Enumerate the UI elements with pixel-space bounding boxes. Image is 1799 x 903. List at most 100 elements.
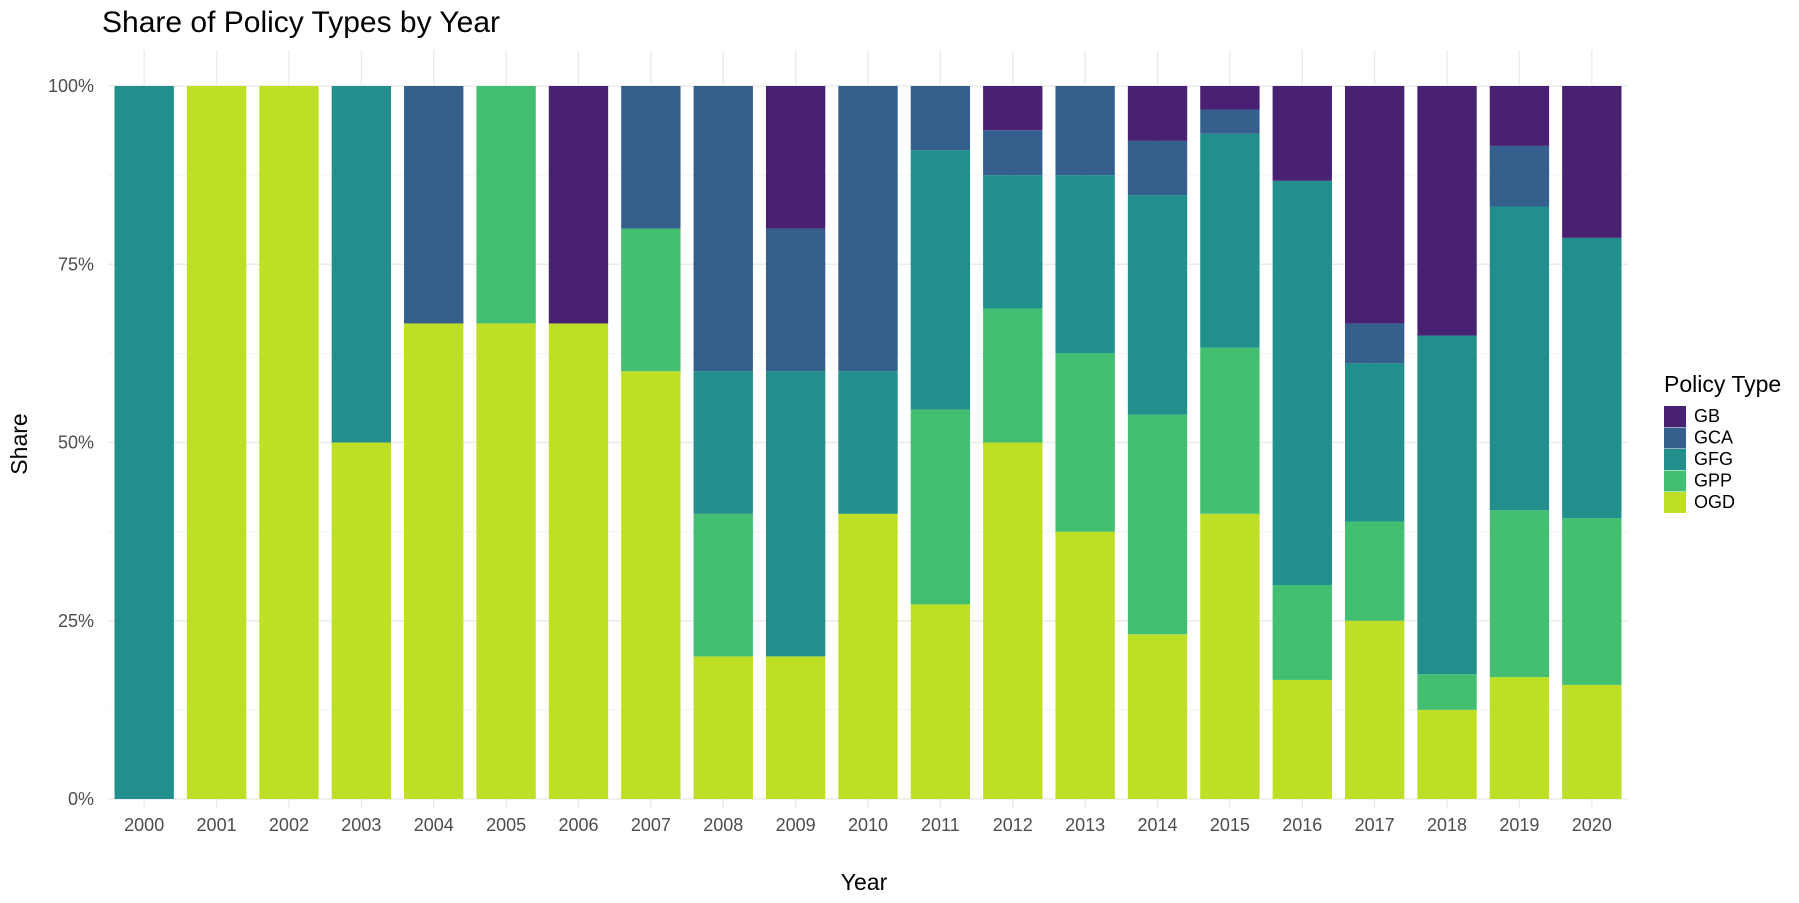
bar-segment-gca-2011	[910, 86, 971, 151]
bar-segment-gfg-2018	[1417, 335, 1477, 675]
bar-segment-ogd-2016	[1272, 679, 1332, 799]
bar-segment-gfg-2016	[1272, 180, 1332, 586]
bar-segment-ogd-2006	[548, 323, 609, 799]
bar-segment-gb-2006	[548, 86, 609, 324]
legend-swatch-ogd	[1664, 492, 1686, 513]
bar-segment-gpp-2019	[1489, 510, 1550, 678]
y-tick-label: 75%	[58, 254, 94, 274]
bar-segment-ogd-2003	[331, 442, 392, 799]
y-tick-label: 100%	[48, 76, 94, 96]
bar-segment-gfg-2019	[1489, 206, 1550, 511]
bar-segment-gca-2019	[1489, 145, 1550, 207]
bar-segment-ogd-2004	[404, 323, 464, 799]
bar-segment-ogd-2015	[1200, 513, 1260, 799]
legend-swatch-gb	[1664, 406, 1686, 427]
bar-segment-gfg-2000	[114, 86, 174, 799]
legend-swatch-gca	[1664, 427, 1686, 449]
bar-segment-gfg-2013	[1055, 175, 1115, 354]
y-tick-label: 50%	[58, 433, 94, 453]
y-tick-labels: 0% 25% 50% 75% 100%	[48, 76, 94, 809]
bar-segment-gpp-2011	[910, 409, 971, 605]
bar-segment-ogd-2013	[1055, 531, 1115, 799]
bar-segment-gpp-2014	[1127, 414, 1188, 635]
bar-segment-ogd-2010	[838, 513, 898, 799]
x-tick-label: 2002	[269, 815, 309, 835]
y-tick-label: 0%	[68, 789, 94, 809]
bar-segment-gfg-2012	[983, 175, 1043, 309]
bar-segment-ogd-2019	[1489, 677, 1550, 799]
bar-segment-gca-2014	[1127, 140, 1188, 196]
bar-segment-gca-2008	[693, 86, 753, 372]
legend-label-gpp: GPP	[1694, 471, 1732, 491]
bar-segment-ogd-2009	[765, 656, 826, 799]
x-tick-label: 2000	[124, 815, 164, 835]
x-tick-label: 2006	[558, 815, 598, 835]
bar-segment-gca-2012	[983, 130, 1043, 176]
bar-segment-ogd-2008	[693, 656, 753, 799]
x-tick-labels: 2000 2001 2002 2003 2004 2005 2006 2007 2008 2009…	[124, 815, 1612, 835]
bar-segment-gpp-2017	[1344, 521, 1405, 621]
legend-swatch-gpp	[1664, 470, 1686, 492]
bar-segment-ogd-2007	[621, 371, 681, 799]
x-axis-title: Year	[841, 869, 888, 895]
legend-label-ogd: OGD	[1694, 492, 1735, 512]
bar-segment-gfg-2011	[910, 150, 971, 410]
x-tick-label: 2001	[197, 815, 237, 835]
bar-segment-ogd-2020	[1562, 684, 1622, 799]
bar-segment-ogd-2017	[1344, 620, 1405, 799]
bar-segment-gfg-2009	[765, 371, 826, 657]
x-tick-label: 2008	[703, 815, 743, 835]
bar-segment-gca-2007	[621, 86, 681, 229]
bar-segment-gb-2019	[1489, 86, 1550, 146]
bars-layer	[114, 86, 1622, 799]
bar-segment-gpp-2020	[1562, 518, 1622, 685]
bar-segment-gfg-2015	[1200, 133, 1260, 348]
bar-segment-ogd-2001	[186, 86, 247, 799]
y-axis-title: Share	[6, 413, 32, 474]
x-tick-label: 2012	[993, 815, 1033, 835]
x-tick-label: 2005	[486, 815, 526, 835]
bar-segment-gfg-2020	[1562, 237, 1622, 519]
bar-segment-gpp-2008	[693, 513, 753, 657]
x-tick-label: 2014	[1138, 815, 1178, 835]
x-tick-label: 2017	[1355, 815, 1395, 835]
legend-label-gb: GB	[1694, 406, 1720, 426]
bar-segment-gb-2015	[1200, 86, 1260, 110]
x-tick-label: 2020	[1572, 815, 1612, 835]
bar-segment-gpp-2012	[983, 308, 1043, 443]
bar-segment-gfg-2008	[693, 371, 753, 514]
x-tick-label: 2007	[631, 815, 671, 835]
bar-segment-ogd-2014	[1127, 634, 1188, 799]
bar-segment-ogd-2011	[910, 604, 971, 799]
x-tick-label: 2015	[1210, 815, 1250, 835]
x-tick-label: 2019	[1499, 815, 1539, 835]
x-tick-label: 2010	[848, 815, 888, 835]
bar-segment-gpp-2007	[621, 228, 681, 372]
bar-segment-gb-2014	[1127, 86, 1188, 141]
x-tick-label: 2009	[776, 815, 816, 835]
bar-segment-gfg-2003	[331, 86, 392, 443]
x-tick-label: 2013	[1065, 815, 1105, 835]
bar-segment-ogd-2005	[476, 323, 536, 799]
chart-title: Share of Policy Types by Year	[102, 6, 500, 39]
bar-segment-gb-2016	[1272, 86, 1332, 181]
bar-segment-gpp-2005	[476, 86, 536, 324]
bar-segment-gfg-2017	[1344, 363, 1405, 522]
x-tick-label: 2004	[414, 815, 454, 835]
bar-segment-gpp-2018	[1417, 674, 1477, 710]
x-tick-label: 2011	[921, 815, 960, 835]
legend-label-gfg: GFG	[1694, 449, 1733, 469]
x-tick-label: 2018	[1427, 815, 1467, 835]
bar-segment-gca-2009	[765, 228, 826, 372]
legend-swatch-gfg	[1664, 449, 1686, 470]
bar-segment-gfg-2010	[838, 371, 898, 514]
bar-segment-gca-2013	[1055, 86, 1115, 176]
legend-label-gca: GCA	[1694, 428, 1733, 448]
bar-segment-gca-2004	[404, 86, 464, 324]
bar-segment-gpp-2015	[1200, 347, 1260, 514]
bar-segment-gb-2017	[1344, 86, 1405, 324]
bar-segment-gb-2020	[1562, 86, 1622, 238]
